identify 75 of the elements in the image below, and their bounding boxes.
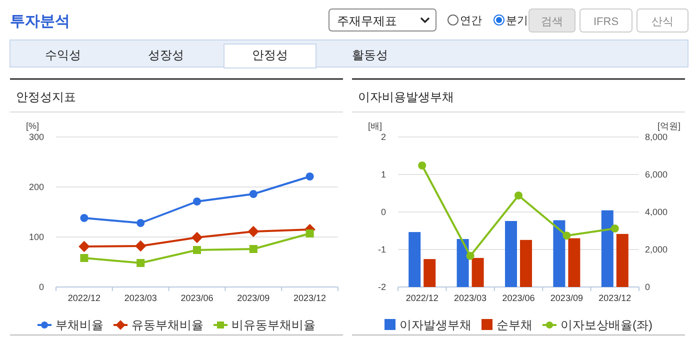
bar xyxy=(553,220,566,287)
text: 성장성 xyxy=(148,48,184,62)
text: 주재무제표 xyxy=(337,14,397,28)
y-tick-label: -2 xyxy=(378,282,386,292)
point xyxy=(249,245,258,253)
y-tick-label: 100 xyxy=(28,232,44,242)
y2-tick-label: 2,000 xyxy=(645,244,668,254)
bar xyxy=(424,259,436,287)
bar xyxy=(456,239,469,287)
text: 산식 xyxy=(652,16,674,28)
point xyxy=(80,214,88,222)
point xyxy=(78,240,90,252)
point xyxy=(80,254,88,262)
x-tick-label: 2022/12 xyxy=(68,293,100,303)
y-tick-label: 2 xyxy=(380,132,386,142)
bar xyxy=(616,234,628,287)
x-tick-label: 2023/03 xyxy=(454,293,487,303)
bar xyxy=(601,210,614,287)
x-tick-label: 2023/09 xyxy=(550,293,583,303)
point xyxy=(191,232,203,244)
point xyxy=(610,224,619,232)
y2-tick-label: 8,000 xyxy=(645,132,668,142)
y-tick-label: 1 xyxy=(380,170,386,180)
y-tick-label: 200 xyxy=(28,182,44,192)
y2-tick-label: 6,000 xyxy=(645,170,668,180)
legend-label: 이자발생부채 xyxy=(400,318,472,332)
y-axis-title: [%] xyxy=(26,121,40,131)
bar xyxy=(505,221,517,287)
legend-label: 순부채 xyxy=(496,318,532,332)
y2-tick-label: 0 xyxy=(645,282,650,292)
y2-axis-title: [억원] xyxy=(657,121,681,131)
text: 검색 xyxy=(541,16,563,28)
point xyxy=(193,198,201,206)
text: IFRS xyxy=(593,16,619,28)
legend-label: 유동부채비율 xyxy=(132,318,204,332)
y-axis-title: [배] xyxy=(368,121,382,131)
y-tick-label: 0 xyxy=(38,282,44,292)
chart-title: 이자비용발생부채 xyxy=(358,90,454,104)
point xyxy=(136,219,145,227)
x-tick-label: 2023/06 xyxy=(180,293,214,303)
x-tick-label: 2023/09 xyxy=(237,293,270,303)
legend-label: 부채비율 xyxy=(56,318,104,332)
y-tick-label: 0 xyxy=(380,207,386,217)
x-tick-label: 2023/12 xyxy=(294,293,326,303)
text: 분기 xyxy=(506,15,528,27)
point xyxy=(248,226,259,238)
text: 안정성 xyxy=(252,48,288,62)
legend-label: 이자보상배율(좌) xyxy=(560,318,652,332)
text: 투자분석 xyxy=(10,13,70,30)
bar xyxy=(472,258,484,287)
bar xyxy=(408,232,421,287)
y-tick-label: 300 xyxy=(28,132,44,142)
point xyxy=(466,252,474,260)
legend-label: 비유동부채비율 xyxy=(232,318,316,332)
point xyxy=(136,259,145,267)
point xyxy=(418,162,426,170)
x-tick-label: 2023/06 xyxy=(502,293,535,303)
y-tick-label: -1 xyxy=(378,244,386,254)
point xyxy=(306,230,314,238)
text: 연간 xyxy=(460,15,482,27)
chart-title: 안정성지표 xyxy=(16,90,76,104)
point xyxy=(249,190,258,198)
point xyxy=(514,192,522,200)
point xyxy=(193,246,201,254)
y2-tick-label: 4,000 xyxy=(645,207,668,217)
x-tick-label: 2023/12 xyxy=(598,293,632,303)
x-tick-label: 2023/03 xyxy=(124,293,157,303)
x-tick-label: 2022/12 xyxy=(406,293,438,303)
text: 활동성 xyxy=(352,48,388,62)
bar xyxy=(568,238,580,287)
point xyxy=(306,172,314,180)
point xyxy=(135,240,146,252)
text: 수익성 xyxy=(45,48,81,62)
bar xyxy=(520,240,532,287)
point xyxy=(562,232,571,240)
